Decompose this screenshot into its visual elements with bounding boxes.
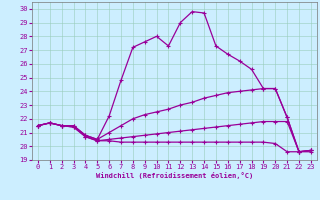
X-axis label: Windchill (Refroidissement éolien,°C): Windchill (Refroidissement éolien,°C) [96,172,253,179]
